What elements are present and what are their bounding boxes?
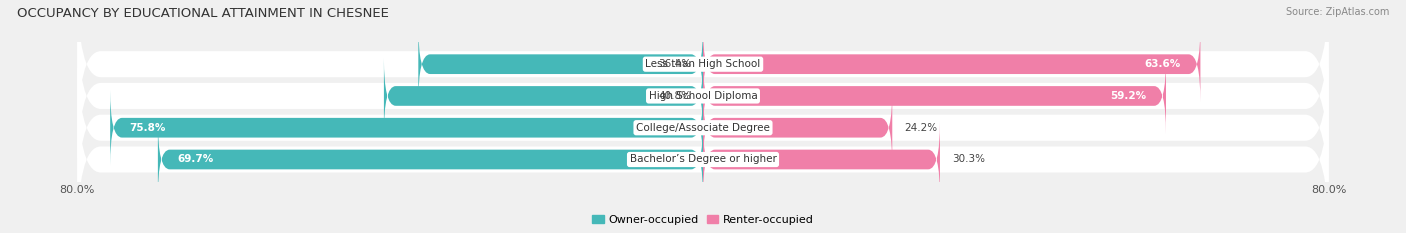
FancyBboxPatch shape [77,0,1329,147]
FancyBboxPatch shape [157,122,703,197]
Text: 40.8%: 40.8% [658,91,692,101]
FancyBboxPatch shape [703,26,1201,102]
Text: 24.2%: 24.2% [904,123,938,133]
FancyBboxPatch shape [77,77,1329,233]
Text: Source: ZipAtlas.com: Source: ZipAtlas.com [1285,7,1389,17]
Text: Less than High School: Less than High School [645,59,761,69]
Text: 36.4%: 36.4% [658,59,692,69]
Legend: Owner-occupied, Renter-occupied: Owner-occupied, Renter-occupied [588,210,818,229]
Text: College/Associate Degree: College/Associate Degree [636,123,770,133]
Text: 75.8%: 75.8% [129,123,166,133]
FancyBboxPatch shape [77,14,1329,178]
Text: OCCUPANCY BY EDUCATIONAL ATTAINMENT IN CHESNEE: OCCUPANCY BY EDUCATIONAL ATTAINMENT IN C… [17,7,388,20]
Text: High School Diploma: High School Diploma [648,91,758,101]
FancyBboxPatch shape [703,122,941,197]
Text: 59.2%: 59.2% [1111,91,1146,101]
FancyBboxPatch shape [384,58,703,134]
FancyBboxPatch shape [419,26,703,102]
FancyBboxPatch shape [110,90,703,165]
Text: Bachelor’s Degree or higher: Bachelor’s Degree or higher [630,154,776,164]
Text: 69.7%: 69.7% [177,154,214,164]
FancyBboxPatch shape [77,45,1329,210]
Text: 30.3%: 30.3% [952,154,984,164]
FancyBboxPatch shape [703,58,1166,134]
FancyBboxPatch shape [703,90,893,165]
Text: 63.6%: 63.6% [1144,59,1181,69]
